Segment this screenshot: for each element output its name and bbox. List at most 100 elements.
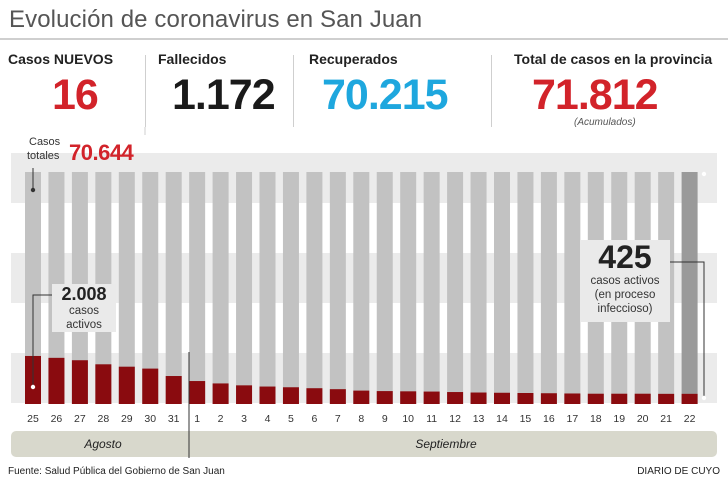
active-end-line3: infeccioso) — [597, 303, 653, 315]
total-cases-bar — [517, 172, 534, 404]
x-tick-label: 11 — [426, 413, 437, 425]
x-tick-label: 29 — [121, 413, 133, 425]
active-cases-bar — [259, 386, 276, 404]
connector-dot — [701, 395, 707, 401]
x-tick-label: 31 — [168, 413, 180, 425]
x-tick-label: 26 — [51, 413, 63, 425]
total-cases-label: Casos totales — [27, 135, 60, 163]
x-tick-label: 5 — [288, 413, 294, 425]
active-cases-bar — [142, 368, 159, 404]
active-start-value: 2.008 — [61, 284, 107, 304]
active-cases-bar — [658, 393, 675, 404]
active-cases-bar — [447, 392, 464, 404]
x-tick-label: 3 — [241, 413, 247, 425]
active-cases-bar — [282, 387, 299, 404]
active-end-line1: casos activos — [590, 275, 660, 287]
source-note: Fuente: Salud Pública del Gobierno de Sa… — [8, 466, 225, 477]
x-tick-label: 14 — [496, 413, 508, 425]
active-cases-bar — [48, 357, 65, 404]
new-cases-label: Casos NUEVOS — [8, 51, 114, 67]
total-cases-bar — [681, 172, 698, 404]
total-cases-bar — [540, 172, 557, 404]
x-tick-label: 12 — [449, 413, 461, 425]
active-cases-bar — [165, 376, 182, 404]
active-cases-bar — [494, 392, 510, 404]
separator — [145, 55, 146, 127]
total-cases-bar — [259, 172, 276, 404]
active-cases-bar — [540, 393, 557, 404]
total-cases-bar — [423, 172, 440, 404]
active-end-value: 425 — [598, 239, 652, 275]
deaths-label: Fallecidos — [158, 51, 227, 67]
total-cases-bar — [212, 172, 229, 404]
total-cases-bar — [236, 172, 253, 404]
brand-label: DIARIO DE CUYO — [637, 466, 720, 477]
active-cases-bar — [517, 392, 534, 404]
separator — [293, 55, 294, 127]
total-cases-bar — [25, 172, 41, 404]
active-cases-end-annotation: 425 casos activos (en proceso infeccioso… — [580, 240, 670, 322]
month-label-septiembre: Septiembre — [415, 437, 477, 451]
active-cases-start-annotation: 2.008 casos activos — [52, 284, 116, 332]
active-cases-bar — [353, 390, 370, 404]
x-tick-label: 22 — [684, 413, 696, 425]
active-cases-bar — [400, 391, 417, 404]
active-end-line2: (en proceso — [594, 289, 656, 301]
total-cases-value: 70.644 — [69, 140, 134, 165]
province-total-label: Total de casos en la provincia — [514, 51, 713, 67]
connector-line — [670, 261, 705, 398]
total-cases-bar — [353, 172, 370, 404]
active-start-line2: activos — [66, 319, 102, 331]
x-tick-label: 21 — [660, 413, 672, 425]
x-tick-label: 16 — [543, 413, 555, 425]
x-tick-label: 13 — [473, 413, 485, 425]
active-cases-bar — [329, 389, 346, 404]
x-tick-label: 25 — [27, 413, 39, 425]
page-title: Evolución de coronavirus en San Juan — [9, 6, 423, 33]
active-cases-bar — [587, 393, 604, 404]
active-cases-bar — [306, 388, 323, 404]
province-total-value: 71.812 — [532, 71, 659, 119]
total-cases-bar — [189, 172, 206, 404]
x-tick-label: 17 — [567, 413, 579, 425]
active-cases-bar — [634, 393, 651, 404]
x-tick-label: 28 — [98, 413, 110, 425]
x-tick-label: 19 — [613, 413, 625, 425]
active-cases-bar — [376, 391, 393, 404]
connector-line — [32, 294, 52, 387]
active-cases-bar — [423, 391, 440, 404]
active-cases-bar — [189, 381, 206, 404]
total-cases-bar — [564, 172, 581, 404]
x-tick-label: 20 — [637, 413, 649, 425]
active-cases-bar — [212, 383, 229, 404]
x-tick-label: 7 — [335, 413, 341, 425]
recovered-label: Recuperados — [309, 51, 398, 67]
deaths-value: 1.172 — [172, 71, 276, 119]
x-tick-label: 9 — [382, 413, 388, 425]
active-cases-bar — [118, 366, 135, 404]
connector-dot — [30, 187, 36, 193]
active-start-line1: casos — [68, 305, 100, 317]
x-tick-label: 30 — [144, 413, 156, 425]
active-cases-bar — [564, 393, 581, 404]
active-cases-bar — [470, 392, 487, 404]
total-cases-bar — [494, 172, 510, 404]
accumulated-note: (Acumulados) — [574, 117, 636, 128]
x-tick-label: 10 — [402, 413, 414, 425]
new-cases-value: 16 — [52, 71, 99, 119]
active-cases-bar — [236, 385, 253, 404]
total-cases-bar — [400, 172, 417, 404]
active-cases-bar — [71, 360, 88, 404]
total-cases-bar — [470, 172, 487, 404]
connector-dot — [30, 384, 36, 390]
total-cases-bar — [142, 172, 159, 404]
x-tick-label: 18 — [590, 413, 602, 425]
total-cases-label-line2: totales — [27, 150, 60, 162]
active-cases-bar — [95, 364, 112, 404]
x-tick-label: 2 — [218, 413, 224, 425]
x-tick-label: 1 — [194, 413, 200, 425]
total-cases-bar — [165, 172, 182, 404]
total-cases-label-line1: Casos — [29, 136, 61, 148]
x-tick-label: 6 — [311, 413, 317, 425]
